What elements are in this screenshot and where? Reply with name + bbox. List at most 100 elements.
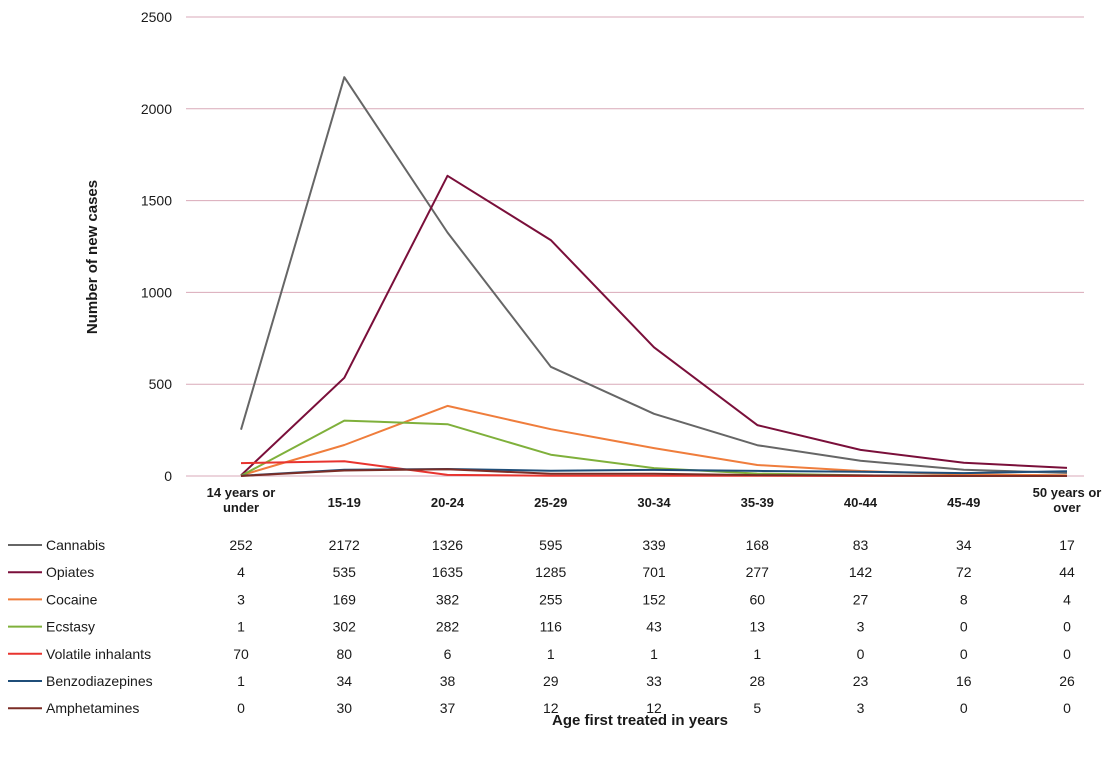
legend-label: Benzodiazepines [46,673,153,689]
table-cell: 13 [749,619,765,635]
table-cell: 152 [642,591,666,607]
table-cell: 3 [857,619,865,635]
table-cell: 23 [853,673,869,689]
table-cell: 255 [539,591,563,607]
table-cell: 34 [956,537,972,553]
y-axis-ticks: 0 500 1000 1500 2000 2500 [141,9,172,484]
y-tick-label: 500 [149,376,173,392]
legend-label: Opiates [46,564,94,580]
table-cell: 1 [547,646,555,662]
y-axis-title: Number of new cases [84,180,101,334]
table-cell: 4 [237,564,245,580]
table-cell: 0 [960,700,968,716]
table-cell: 3 [237,591,245,607]
x-category-label: 14 years or under [207,485,276,515]
legend-label: Volatile inhalants [46,646,151,662]
table-cell: 0 [857,646,865,662]
legend-label: Cannabis [46,537,105,553]
table-cell: 0 [960,619,968,635]
table-cell: 27 [853,591,869,607]
table-cell: 5 [753,700,761,716]
table-cell: 43 [646,619,662,635]
table-cell: 282 [436,619,460,635]
data-table: Cannabis 252 2172 1326 595 339 168 83 34 17Opiate… [8,537,1075,716]
table-cell: 169 [333,591,357,607]
table-cell: 70 [233,646,249,662]
table-cell: 252 [229,537,253,553]
table-cell: 0 [1063,619,1071,635]
table-row-cocaine: Cocaine 3 169 382 255 152 60 27 8 4 [8,591,1071,607]
table-cell: 0 [960,646,968,662]
table-cell: 382 [436,591,460,607]
table-cell: 12 [646,700,662,716]
table-cell: 535 [333,564,357,580]
table-row-benzodiazepines: Benzodiazepines 1 34 38 29 33 28 23 16 26 [8,673,1075,689]
table-cell: 83 [853,537,869,553]
x-axis-title: Age first treated in years [552,712,728,729]
table-cell: 1 [650,646,658,662]
table-cell: 34 [336,673,352,689]
legend-label: Amphetamines [46,700,139,716]
table-row-amphetamines: Amphetamines 0 30 37 12 12 5 3 0 0 [8,700,1071,716]
series-line-cannabis [240,76,1068,474]
table-cell: 16 [956,673,972,689]
table-cell: 6 [444,646,452,662]
x-category-label: 35-39 [741,495,774,510]
table-cell: 8 [960,591,968,607]
table-cell: 0 [1063,646,1071,662]
table-cell: 116 [540,619,563,635]
table-cell: 2172 [329,537,360,553]
table-cell: 0 [237,700,245,716]
table-cell: 339 [642,537,666,553]
x-category-label: 30-34 [637,495,671,510]
table-cell: 72 [956,564,972,580]
table-cell: 44 [1059,564,1075,580]
y-tick-label: 2500 [141,9,172,25]
table-cell: 17 [1059,537,1075,553]
table-row-volatile-inhalants: Volatile inhalants 70 80 6 1 1 1 0 0 0 [8,646,1071,662]
series-line-opiates [240,174,1068,477]
table-cell: 29 [543,673,559,689]
x-category-label: 50 years or over [1033,485,1102,515]
table-cell: 33 [646,673,662,689]
table-cell: 26 [1059,673,1075,689]
table-cell: 30 [336,700,352,716]
y-tick-label: 1000 [141,284,172,300]
table-cell: 0 [1063,700,1071,716]
table-row-cannabis: Cannabis 252 2172 1326 595 339 168 83 34 17 [8,537,1075,553]
gridlines [186,16,1084,477]
y-tick-label: 0 [164,468,172,484]
table-cell: 4 [1063,591,1071,607]
x-category-label: 45-49 [947,495,980,510]
table-cell: 277 [746,564,770,580]
table-cell: 1635 [432,564,463,580]
table-cell: 12 [543,700,559,716]
table-cell: 1 [237,619,245,635]
table-cell: 595 [539,537,563,553]
table-cell: 1285 [535,564,566,580]
table-cell: 28 [749,673,765,689]
table-cell: 60 [749,591,765,607]
table-cell: 80 [336,646,352,662]
table-cell: 1 [237,673,245,689]
table-row-ecstasy: Ecstasy 1 302 282 116 43 13 3 0 0 [8,619,1071,635]
x-category-label: 20-24 [431,495,465,510]
x-category-label: 25-29 [534,495,567,510]
table-row-opiates: Opiates 4 535 1635 1285 701 277 142 72 44 [8,564,1075,580]
x-category-label: 15-19 [328,495,361,510]
table-cell: 142 [849,564,873,580]
legend-label: Cocaine [46,591,98,607]
x-category-label: 40-44 [844,495,878,510]
legend-label: Ecstasy [46,619,95,635]
table-cell: 1326 [432,537,463,553]
table-cell: 701 [642,564,666,580]
y-tick-label: 1500 [141,193,172,209]
table-cell: 168 [746,537,770,553]
series-lines [240,76,1068,477]
series-line-amphetamines [240,468,1067,477]
table-cell: 37 [440,700,456,716]
table-cell: 1 [753,646,761,662]
table-cell: 38 [440,673,456,689]
y-tick-label: 2000 [141,101,172,117]
